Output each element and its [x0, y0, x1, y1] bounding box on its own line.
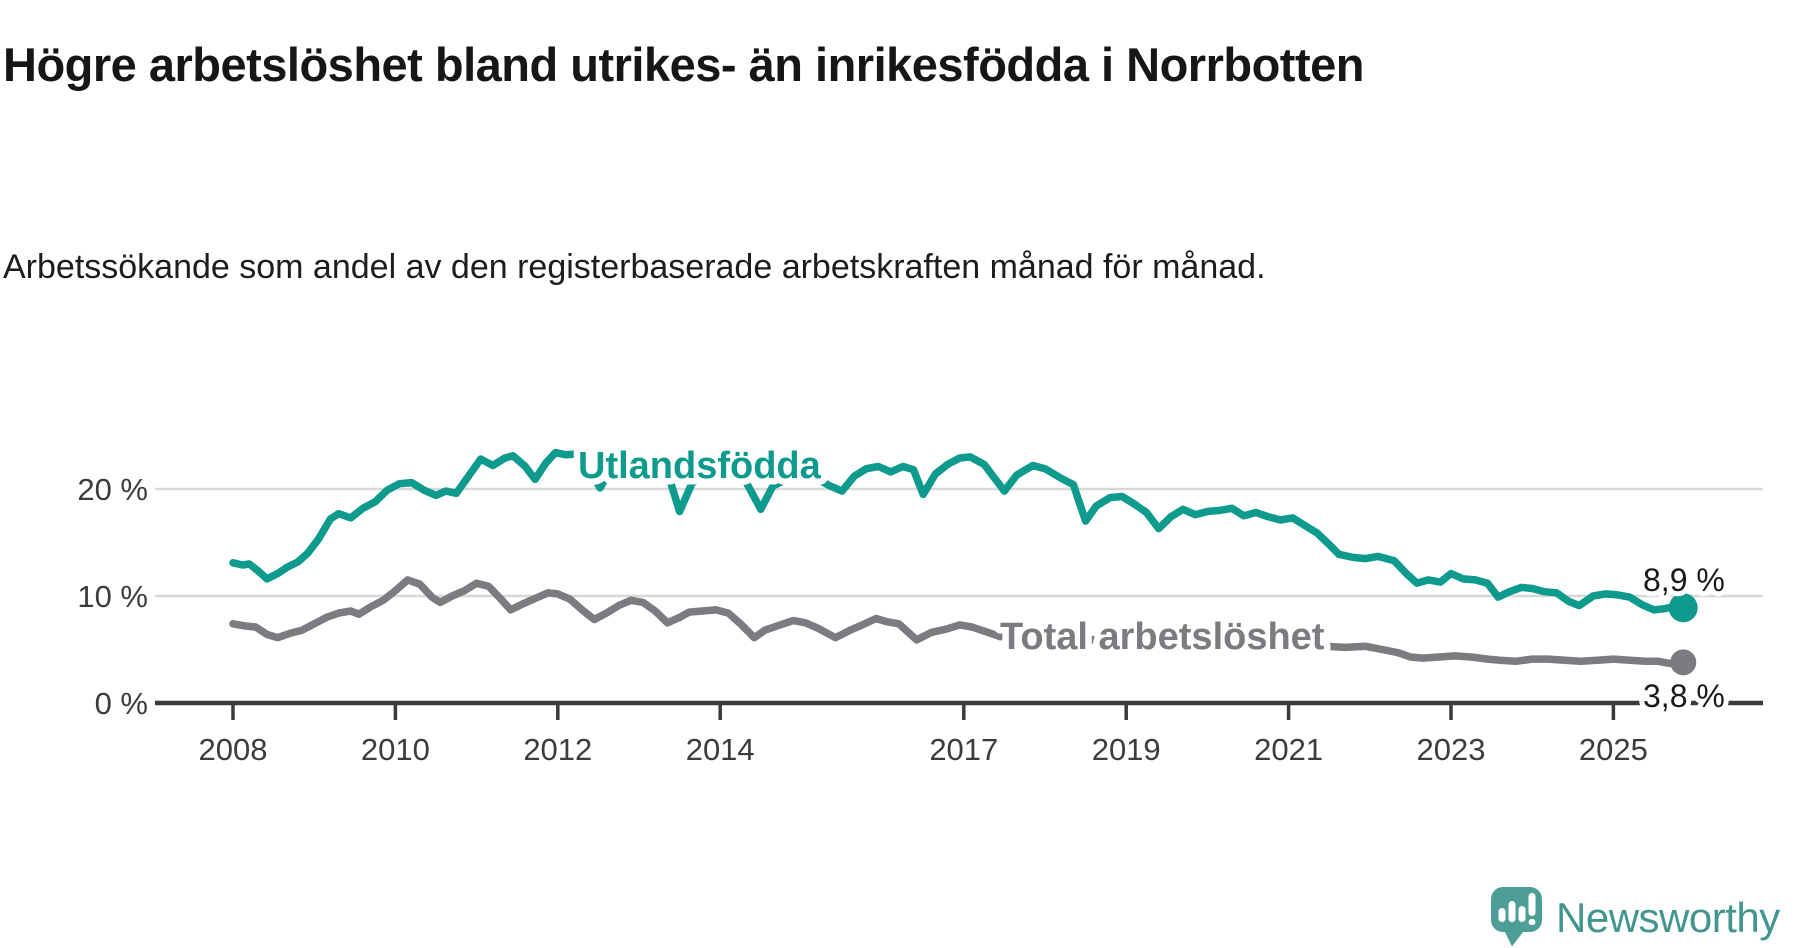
- x-tick-label: 2021: [1254, 732, 1323, 767]
- x-tick-label: 2019: [1092, 732, 1161, 767]
- series-label-0: Utlandsfödda: [578, 445, 822, 487]
- x-tick-label: 2010: [361, 732, 430, 767]
- y-tick-label: 20 %: [77, 472, 148, 507]
- page-title: Högre arbetslöshet bland utrikes- än inr…: [3, 38, 1364, 92]
- series-line-1: [229, 576, 1687, 668]
- x-tick-label: 2014: [686, 732, 755, 767]
- newsworthy-logo-icon: [1491, 887, 1542, 947]
- y-tick-label: 0 %: [95, 686, 148, 721]
- chart-area: 2008 2010 2012 2014 2017 2019 2021 2023 2025 0 % 1…: [0, 360, 1800, 790]
- series-end-value-label-0: 8,9 %: [1643, 562, 1725, 598]
- series-endpoint-dot-1: [1670, 649, 1697, 676]
- series-endpoint-dot-0: [1668, 593, 1698, 623]
- series-line-0: [229, 448, 1687, 614]
- series-end-value-label-1: 3,8 %: [1643, 678, 1725, 714]
- newsworthy-logo: Newsworthy: [1490, 886, 1790, 948]
- series-label-1: Total arbetslöshet: [1000, 616, 1325, 658]
- chart-subtitle: Arbetssökande som andel av den registerb…: [3, 248, 1266, 286]
- x-tick-label: 2025: [1579, 732, 1648, 767]
- newsworthy-logo-text: Newsworthy: [1556, 894, 1780, 941]
- unemployment-chart: 2008 2010 2012 2014 2017 2019 2021 2023 2025 0 % 1…: [77, 439, 1763, 767]
- y-tick-label: 10 %: [77, 579, 148, 614]
- x-tick-label: 2012: [523, 732, 592, 767]
- x-tick-label: 2008: [199, 732, 268, 767]
- x-tick-label: 2017: [929, 732, 998, 767]
- x-tick-label: 2023: [1417, 732, 1486, 767]
